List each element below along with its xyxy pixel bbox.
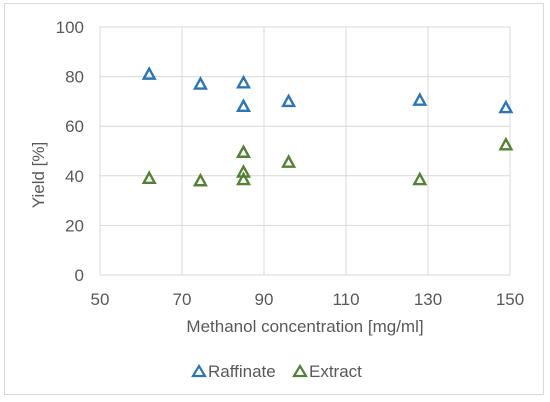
data-point-raffinate xyxy=(412,92,428,106)
data-point-raffinate xyxy=(192,76,208,90)
x-tick-label: 70 xyxy=(173,290,192,309)
legend-item-extract: Extract xyxy=(292,362,362,381)
legend: Raffinate Extract xyxy=(191,362,362,381)
chart-frame xyxy=(4,3,544,395)
data-point-extract xyxy=(235,164,252,178)
series-layer xyxy=(141,66,514,187)
data-point-extract xyxy=(281,154,297,168)
y-tick-label: 20 xyxy=(65,216,84,235)
data-point-raffinate xyxy=(281,93,297,108)
series-raffinate xyxy=(141,66,514,114)
legend-marker-extract xyxy=(292,363,308,378)
tick-labels: 0 20 40 60 80 100 50 70 90 110 130 150 xyxy=(56,18,525,309)
legend-label-raffinate: Raffinate xyxy=(208,362,276,381)
series-extract xyxy=(141,136,514,187)
data-point-extract xyxy=(412,171,428,186)
data-point-raffinate xyxy=(498,99,514,114)
y-tick-label: 80 xyxy=(65,68,84,87)
y-tick-label: 0 xyxy=(75,266,84,285)
legend-marker-raffinate xyxy=(191,363,207,378)
x-tick-label: 90 xyxy=(255,290,274,309)
y-tick-label: 40 xyxy=(65,167,84,186)
x-tick-label: 110 xyxy=(332,290,359,309)
data-point-extract xyxy=(192,172,208,187)
data-point-extract xyxy=(141,170,157,184)
data-point-extract xyxy=(498,136,514,151)
x-tick-label: 130 xyxy=(414,290,442,309)
grid-layer xyxy=(99,26,511,276)
x-tick-label: 150 xyxy=(496,290,524,309)
data-point-extract xyxy=(235,171,252,186)
y-axis-title: Yield [%] xyxy=(29,142,48,208)
x-axis-title: Methanol concentration [mg/ml] xyxy=(186,317,423,336)
x-tick-label: 50 xyxy=(91,290,110,309)
data-point-raffinate xyxy=(141,66,157,80)
legend-item-raffinate: Raffinate xyxy=(191,362,276,381)
data-point-raffinate xyxy=(235,98,252,113)
y-tick-label: 60 xyxy=(65,117,84,136)
y-tick-label: 100 xyxy=(56,18,84,37)
legend-label-extract: Extract xyxy=(309,362,362,381)
data-point-raffinate xyxy=(235,74,252,89)
data-point-extract xyxy=(235,144,252,158)
